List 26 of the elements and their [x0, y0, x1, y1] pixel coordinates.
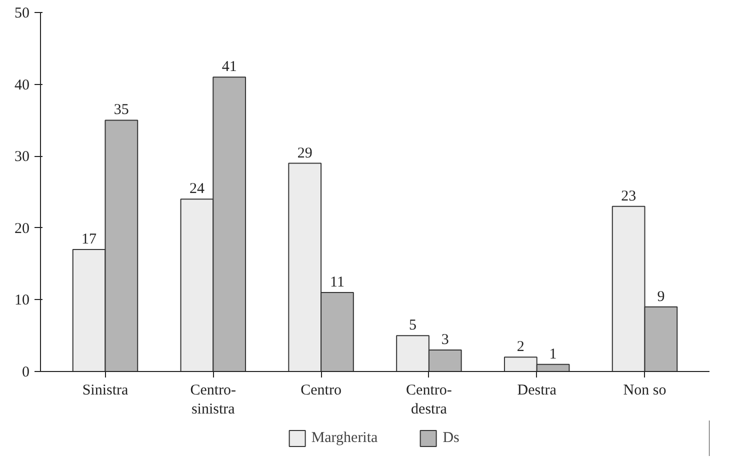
data-label: 11	[330, 274, 344, 291]
y-tick-label: 50	[14, 6, 30, 22]
legend-label: Ds	[442, 430, 460, 446]
data-label: 2	[516, 339, 524, 356]
data-label: 17	[82, 231, 98, 248]
data-label: 3	[441, 332, 449, 348]
data-label: 1	[549, 346, 557, 362]
y-tick-label: 20	[14, 220, 30, 237]
legend-label: Margherita	[311, 430, 378, 446]
x-tick-label: Destra	[517, 382, 557, 398]
data-label: 5	[409, 318, 417, 334]
x-tick-label: Centro- destra	[406, 382, 452, 418]
x-tick-label: Sinistra	[82, 382, 128, 398]
x-tick-label: Centro	[300, 382, 342, 398]
y-tick-label: 30	[14, 149, 30, 166]
data-label: 9	[657, 288, 665, 305]
data-label: 41	[222, 59, 237, 76]
y-tick-label: 10	[14, 292, 30, 309]
y-tick-label: 0	[22, 364, 30, 380]
data-label: 24	[189, 181, 205, 198]
y-tick-label: 40	[14, 77, 30, 94]
data-label: 35	[114, 102, 129, 118]
data-label: 29	[297, 145, 312, 162]
data-label: 23	[621, 188, 636, 204]
x-tick-label: Centro- sinistra	[190, 382, 236, 418]
x-tick-label: Non so	[623, 382, 666, 398]
